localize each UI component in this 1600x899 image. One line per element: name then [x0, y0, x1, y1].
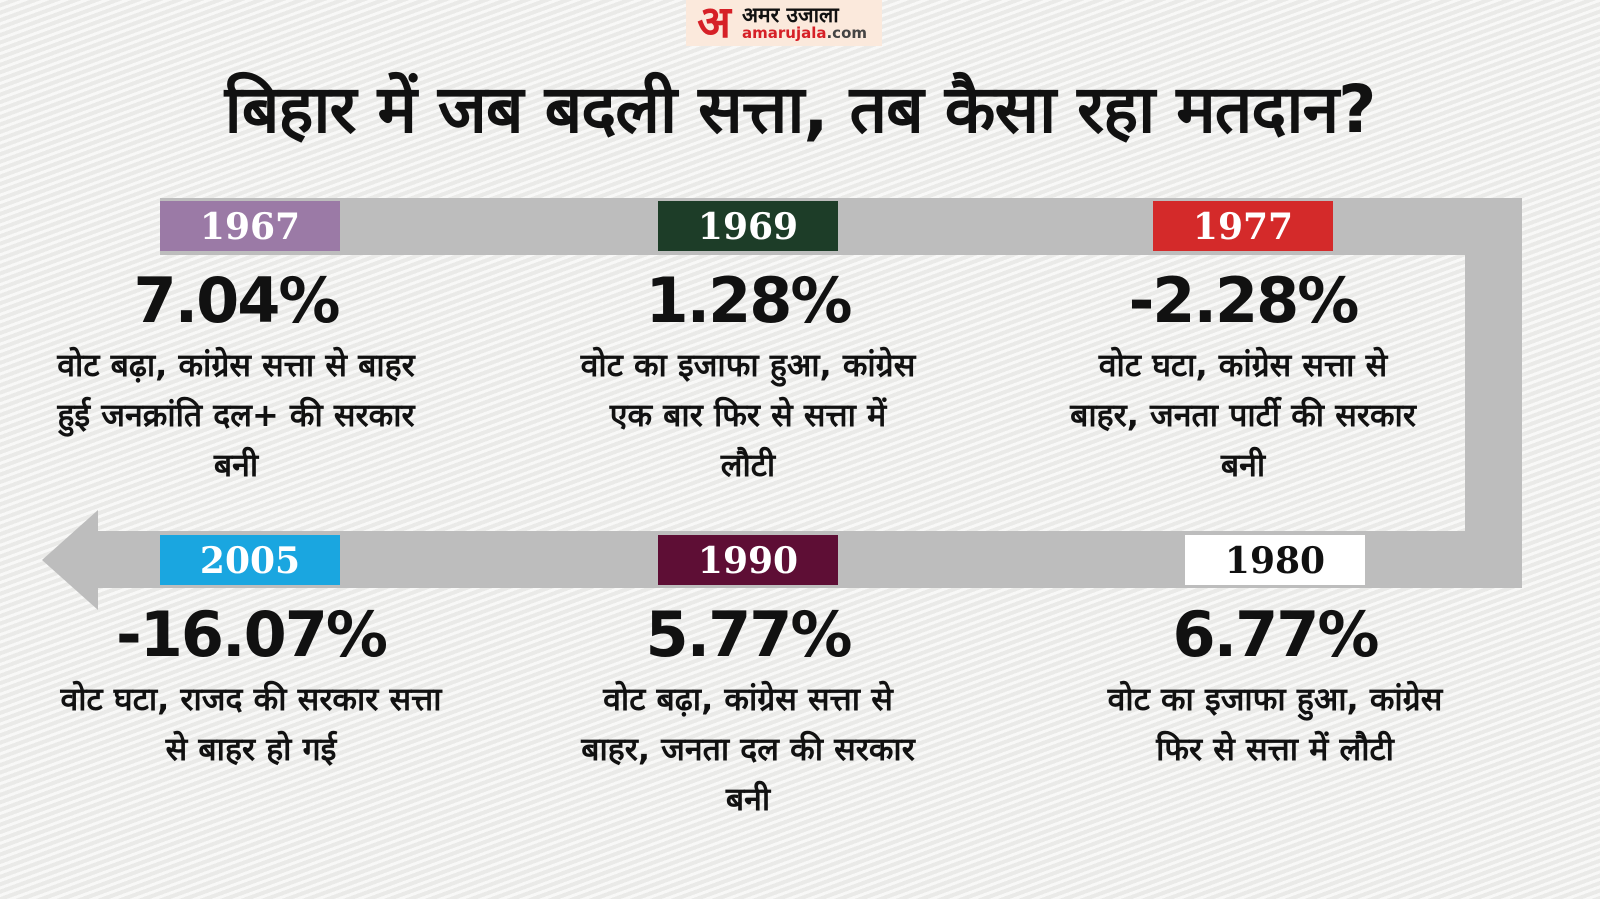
event-description: वोट का इजाफा हुआ, कांग्रेस फिर से सत्ता …: [1107, 680, 1443, 768]
event-card-2005: -16.07% वोट घटा, राजद की सरकार सत्ता से ब…: [41, 602, 461, 774]
year-label-2005: 2005: [160, 535, 340, 585]
vote-change-percent: 6.77%: [1172, 598, 1379, 671]
event-card-1969: 1.28% वोट का इजाफा हुआ, कांग्रेस एक बार फ…: [538, 268, 958, 490]
year-label-1980: 1980: [1185, 535, 1365, 585]
event-card-1967: 7.04% वोट बढ़ा, कांग्रेस सत्ता से बाहर हु…: [26, 268, 446, 490]
page-title: बिहार में जब बदली सत्ता, तब कैसा रहा मतद…: [224, 71, 1377, 148]
arrow-left-icon: [42, 510, 98, 610]
vote-change-percent: 1.28%: [645, 264, 852, 337]
logo-hindi-text: अमर उजाला: [742, 3, 839, 27]
event-description: वोट बढ़ा, कांग्रेस सत्ता से बाहर, जनता द…: [581, 680, 915, 818]
logo-tld: .com: [826, 24, 868, 42]
vote-change-percent: -2.28%: [1128, 264, 1360, 337]
event-description: वोट बढ़ा, कांग्रेस सत्ता से बाहर हुई जनक…: [57, 346, 415, 484]
event-description: वोट का इजाफा हुआ, कांग्रेस एक बार फिर से…: [580, 346, 916, 484]
event-description: वोट घटा, कांग्रेस सत्ता से बाहर, जनता पा…: [1070, 346, 1416, 484]
logo-domain: amarujala: [742, 24, 827, 42]
vote-change-percent: -16.07%: [116, 598, 388, 671]
year-label-1977: 1977: [1153, 201, 1333, 251]
event-card-1980: 6.77% वोट का इजाफा हुआ, कांग्रेस फिर से स…: [1065, 602, 1485, 774]
amar-ujala-logo: अ अमर उजाला amarujala.com: [686, 0, 882, 46]
timeline-band-right: [1465, 198, 1522, 588]
year-label-1990: 1990: [658, 535, 838, 585]
event-card-1990: 5.77% वोट बढ़ा, कांग्रेस सत्ता से बाहर, ज…: [538, 602, 958, 824]
logo-mark: अ: [697, 0, 731, 48]
vote-change-percent: 7.04%: [133, 264, 340, 337]
year-label-1969: 1969: [658, 201, 838, 251]
event-description: वोट घटा, राजद की सरकार सत्ता से बाहर हो …: [60, 680, 442, 768]
vote-change-percent: 5.77%: [645, 598, 852, 671]
event-card-1977: -2.28% वोट घटा, कांग्रेस सत्ता से बाहर, ज…: [1033, 268, 1453, 490]
year-label-1967: 1967: [160, 201, 340, 251]
